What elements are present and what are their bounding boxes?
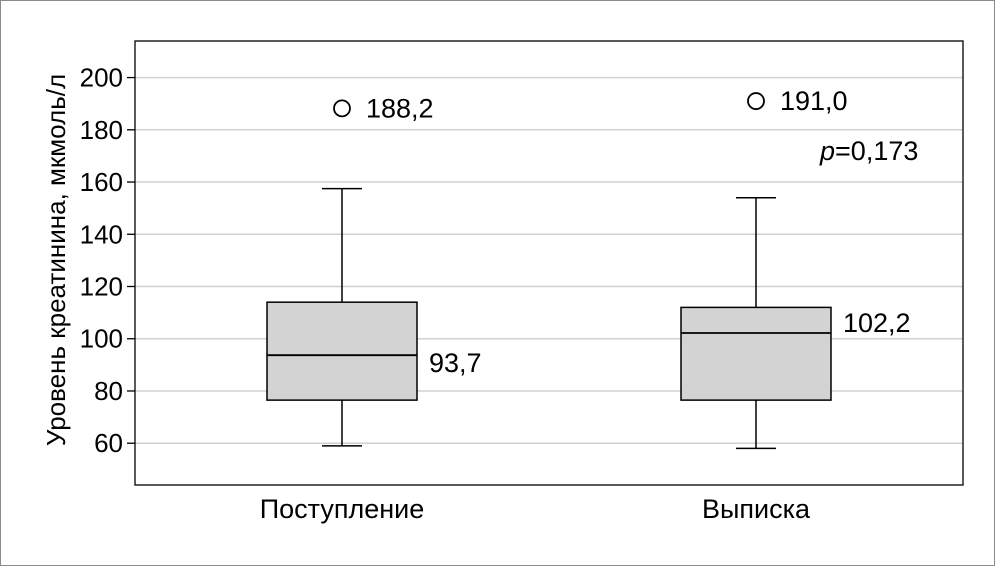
y-tick-label: 60 (94, 428, 123, 458)
y-tick-label: 120 (80, 272, 123, 302)
x-tick-label: Поступление (260, 494, 425, 524)
y-tick-label: 160 (80, 167, 123, 197)
iqr-box (266, 301, 418, 401)
outlier-point (747, 92, 765, 110)
gridlines (135, 76, 963, 444)
p-symbol: p (819, 136, 835, 166)
box-group: 102,2 191,0 (680, 86, 911, 450)
iqr-box (680, 306, 832, 401)
boxes: 93,7 188,2 102,2 191,0 (266, 86, 911, 450)
y-tick-label: 200 (80, 63, 123, 93)
plot-area-border (134, 40, 964, 486)
box-group: 93,7 188,2 (266, 93, 482, 447)
y-tick-label: 180 (80, 115, 123, 145)
y-axis: 60 80 100 120 140 160 180 200 (80, 63, 135, 458)
y-tick-label: 80 (94, 376, 123, 406)
outlier-label: 188,2 (366, 93, 434, 123)
y-axis-label: Уровень креатинина, мкмоль/л (41, 74, 71, 446)
outlier-label: 191,0 (780, 86, 848, 116)
x-axis: Поступление Выписка (260, 494, 811, 524)
median-label: 102,2 (843, 308, 911, 338)
x-tick-label: Выписка (702, 494, 811, 524)
y-tick-label: 100 (80, 324, 123, 354)
y-tick-label: 140 (80, 219, 123, 249)
p-value-annotation: p=0,173 (819, 136, 918, 166)
median-label: 93,7 (429, 348, 482, 378)
outlier-point (333, 99, 351, 118)
p-value: =0,173 (835, 136, 918, 166)
